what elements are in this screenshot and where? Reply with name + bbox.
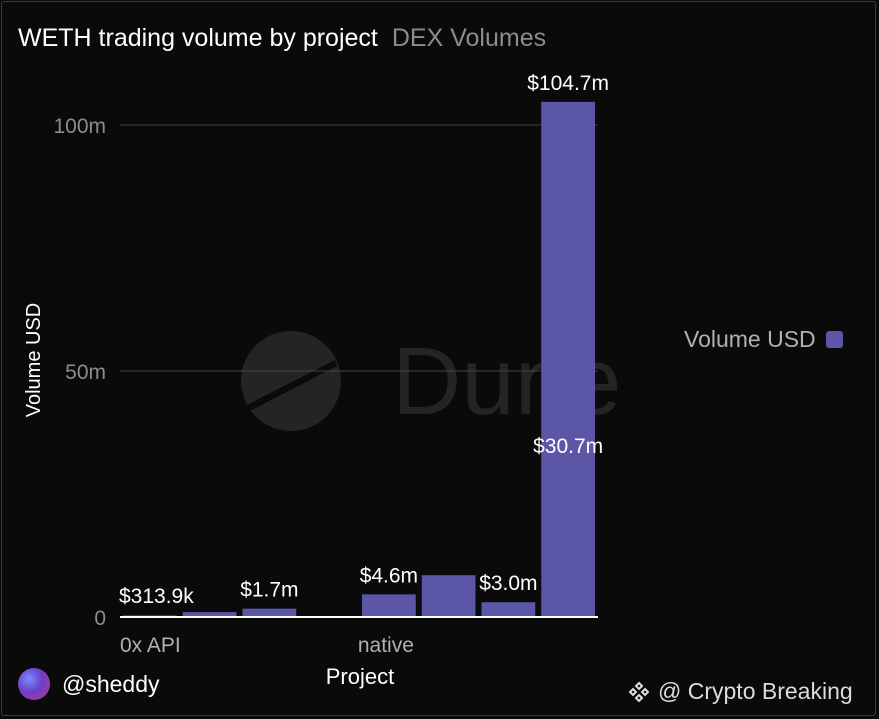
y-axis-label: Volume USD [23, 303, 45, 418]
legend-label: Volume USD [684, 326, 816, 352]
bar[interactable] [541, 101, 595, 618]
data-label: $30.7m [533, 435, 603, 458]
avatar-icon [18, 668, 50, 700]
y-tick-label: 0 [94, 607, 106, 630]
x-tick-label: native [358, 634, 414, 657]
bar[interactable] [182, 612, 237, 617]
data-label: $104.7m [527, 72, 609, 95]
dune-logo-icon [241, 331, 341, 431]
data-label: $3.0m [479, 572, 537, 595]
chart-subtitle: DEX Volumes [391, 24, 547, 52]
data-label: $4.6m [360, 564, 418, 587]
author[interactable]: @sheddy [18, 668, 160, 700]
legend: Volume USD [684, 326, 843, 353]
x-axis-label: Project [326, 664, 394, 689]
bars [123, 101, 595, 618]
x-tick-label: 0x API [120, 634, 181, 657]
y-tick-label: 100m [53, 115, 106, 138]
author-username[interactable]: @sheddy [62, 670, 160, 697]
source-text: @ Crypto Breaking [658, 678, 853, 704]
x-axis-ticks: 0x API native [120, 634, 414, 657]
y-tick-label: 50m [65, 361, 106, 384]
chart-title: WETH trading volume by project [18, 24, 378, 52]
data-labels: $313.9k $1.7m $4.6m $3.0m $104.7m $30.7m [119, 72, 609, 608]
grid-lines [120, 124, 598, 372]
bar[interactable] [481, 602, 536, 617]
y-axis-ticks: 0 50m 100m [53, 115, 106, 630]
data-label: $313.9k [119, 585, 194, 608]
bar[interactable] [362, 594, 416, 617]
source-credit: @ Crypto Breaking [628, 678, 853, 705]
data-label: $1.7m [240, 579, 298, 602]
bar[interactable] [421, 575, 476, 617]
binance-diamond-icon [628, 681, 650, 702]
title-row: WETH trading volume by project DEX Volume… [18, 24, 546, 53]
bar[interactable] [242, 608, 297, 617]
legend-swatch [825, 331, 843, 348]
